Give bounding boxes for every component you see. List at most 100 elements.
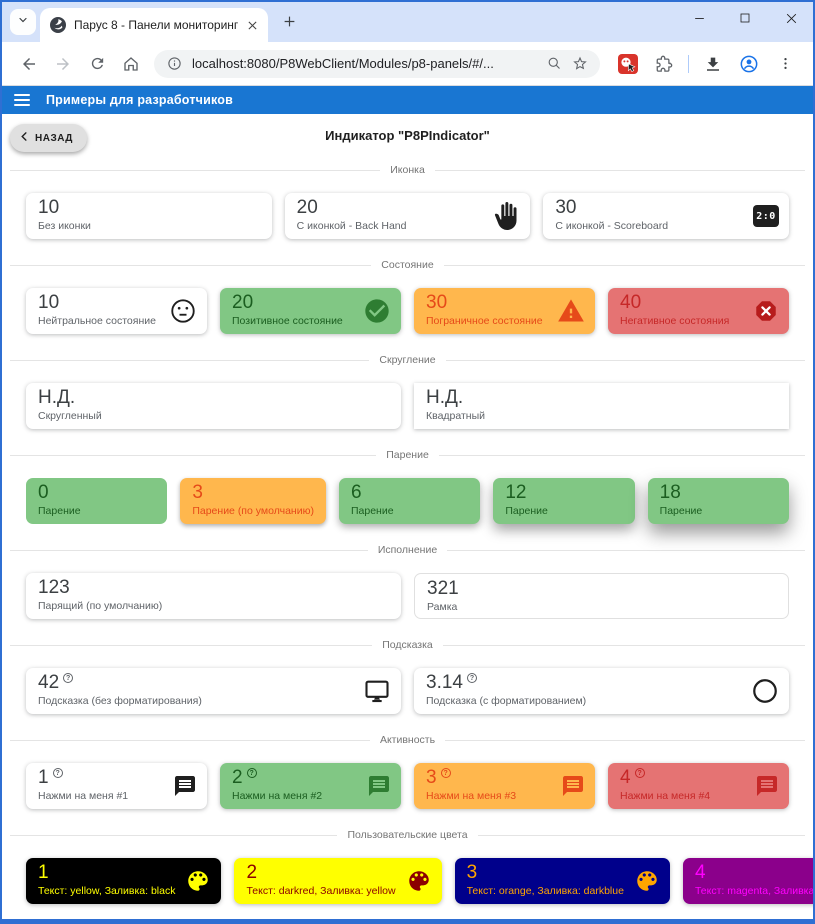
adblock-extension-icon[interactable] [615, 51, 641, 77]
section: Парение 0 Парение 3 Парение (по умолчанию) 6 П… [26, 447, 789, 524]
window-close-button[interactable] [783, 10, 799, 26]
downloads-icon[interactable] [700, 51, 726, 77]
circle-icon [751, 677, 779, 705]
page-topbar: НАЗАД Индикатор "P8PIndicator" [10, 120, 789, 156]
warning-icon [557, 297, 585, 325]
card-row: 10 Нейтральное состояние 20 Позитивное сост… [26, 288, 789, 334]
card-value-row: 3.14? [426, 671, 777, 694]
indicator-card[interactable]: 1? Нажми на меня #1 [26, 763, 207, 809]
card-value-row: 1? [38, 766, 195, 789]
card-value-row: 10 [38, 291, 195, 314]
message-icon [561, 774, 585, 798]
address-bar[interactable]: localhost:8080/P8WebClient/Modules/p8-pa… [154, 49, 600, 78]
card-value: 3.14 [426, 672, 463, 693]
card-value: Н.Д. [426, 387, 464, 408]
card-label: С иконкой - Back Hand [296, 220, 407, 232]
reload-button[interactable] [84, 51, 110, 77]
palette-icon [185, 868, 211, 894]
indicator-card[interactable]: 3? Нажми на меня #3 [414, 763, 595, 809]
palette-icon [634, 868, 660, 894]
card-value: 30 [426, 292, 448, 313]
section: Пользовательские цвета 1 Текст: yellow, За… [26, 827, 813, 904]
card-row: 42? Подсказка (без форматирования) 3.14? По… [26, 668, 789, 714]
card-value: Н.Д. [38, 387, 76, 408]
section-divider: Скругление [10, 352, 805, 368]
indicator-card: 30 Пограничное состояние [414, 288, 595, 334]
bookmark-star-icon[interactable] [570, 54, 590, 74]
browser-tab[interactable]: Парус 8 - Панели мониторинг [40, 8, 268, 42]
extensions-puzzle-icon[interactable] [651, 51, 677, 77]
card-value-row: 30 [426, 291, 583, 314]
card-value: 123 [38, 577, 70, 598]
card-label: Парение [505, 505, 548, 517]
section: Подсказка 42? Подсказка (без форматировани… [26, 637, 789, 714]
indicator-card: 10 Без иконки [26, 193, 272, 239]
card-value-row: 321 [427, 577, 776, 600]
card-value: 10 [38, 292, 60, 313]
indicator-card: 30 С иконкой - Scoreboard 2:0 [543, 193, 789, 239]
card-value: 4 [694, 862, 706, 883]
window-maximize-button[interactable] [737, 10, 753, 26]
section-divider: Иконка [10, 162, 805, 178]
indicator-card[interactable]: 2? Нажми на меня #2 [220, 763, 401, 809]
card-row: 1 Текст: yellow, Заливка: black 2 Текст: da… [26, 858, 813, 904]
indicator-card: 10 Нейтральное состояние [26, 288, 207, 334]
card-value-row: 40 [620, 291, 777, 314]
zoom-icon[interactable] [544, 54, 564, 74]
card-value-row: 10 [38, 196, 260, 219]
menu-icon[interactable] [14, 94, 30, 106]
message-icon [367, 774, 391, 798]
card-value-row: 3? [426, 766, 583, 789]
section: Исполнение 123 Парящий (по умолчанию) 321 Ра… [26, 542, 789, 619]
tab-strip: Парус 8 - Панели мониторинг [2, 2, 813, 42]
indicator-card: 12 Парение [493, 478, 635, 524]
back-button[interactable]: НАЗАД [10, 124, 87, 152]
indicator-card[interactable]: 4? Нажми на меня #4 [608, 763, 789, 809]
card-value: 2 [232, 767, 243, 788]
chevron-left-icon [19, 131, 30, 145]
card-label: Нажми на меня #4 [620, 790, 711, 802]
card-row: 10 Без иконки 20 С иконкой - Back Hand 30 С и… [26, 193, 789, 239]
card-value-row: 4 [695, 861, 813, 884]
card-value-row: 2? [232, 766, 389, 789]
browser-menu-icon[interactable] [772, 51, 798, 77]
section: Скругление Н.Д. Скругленный Н.Д. Квадратный [26, 352, 789, 429]
card-label: Парение (по умолчанию) [192, 505, 314, 517]
help-icon: ? [52, 768, 63, 778]
section-label: Активность [379, 734, 436, 746]
section-label: Иконка [390, 164, 425, 176]
card-label: Нажми на меня #1 [38, 790, 129, 802]
indicator-card: 321 Рамка [414, 573, 789, 619]
home-button[interactable] [118, 51, 144, 77]
indicator-card: 40 Негативное состояния [608, 288, 789, 334]
indicator-card: 123 Парящий (по умолчанию) [26, 573, 401, 619]
card-label: Текст: yellow, Заливка: black [38, 885, 176, 897]
window-minimize-button[interactable] [691, 10, 707, 26]
app-bar: Примеры для разработчиков [2, 86, 813, 114]
site-info-icon[interactable] [164, 54, 184, 74]
message-icon [755, 774, 779, 798]
profile-avatar-icon[interactable] [736, 51, 762, 77]
back-hand-icon [492, 202, 520, 230]
card-label: Скругленный [38, 410, 102, 422]
tab-search-button[interactable] [10, 9, 36, 35]
card-value-row: 1 [38, 861, 209, 884]
tab-close-icon[interactable] [244, 17, 260, 33]
card-value: 3 [466, 862, 478, 883]
card-label: Нажми на меня #2 [232, 790, 323, 802]
url-text[interactable]: localhost:8080/P8WebClient/Modules/p8-pa… [192, 56, 494, 71]
card-value-row: 18 [660, 481, 777, 504]
section-label: Исполнение [377, 544, 438, 556]
help-icon: ? [634, 768, 645, 778]
card-value-row: Н.Д. [38, 386, 389, 409]
new-tab-button[interactable] [276, 8, 302, 34]
forward-nav-button [50, 51, 76, 77]
back-nav-button[interactable] [16, 51, 42, 77]
card-value: 2 [246, 862, 258, 883]
section-label: Подсказка [382, 639, 433, 651]
scoreboard-icon: 2:0 [753, 203, 779, 229]
card-value: 20 [296, 197, 318, 218]
section-divider: Активность [10, 732, 805, 748]
card-label: Подсказка (с форматированием) [426, 695, 587, 707]
